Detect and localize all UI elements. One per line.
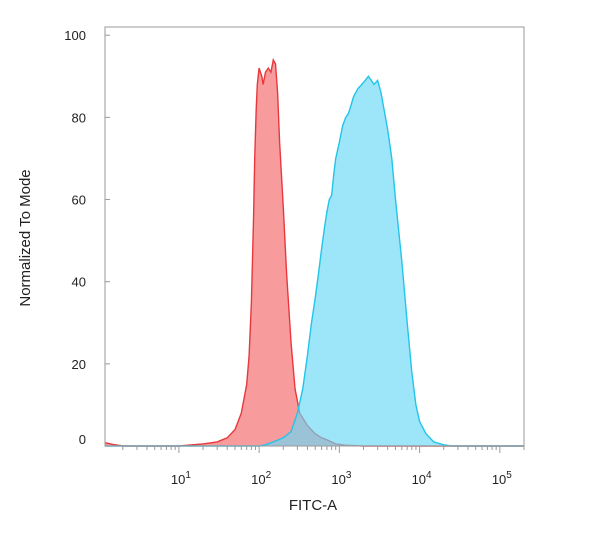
x-tick-label: 102 [251, 470, 271, 487]
x-tick-label: 105 [492, 470, 512, 487]
plot-frame [104, 26, 525, 447]
y-tick-label: 60 [72, 193, 86, 208]
y-tick-label: 100 [64, 28, 86, 43]
x-axis-label: FITC-A [289, 497, 337, 514]
x-tick-label: 103 [331, 470, 351, 487]
series-2-area [105, 76, 524, 447]
x-tick-label: 104 [412, 470, 432, 487]
y-axis-ticks: 0 20 40 60 80 100 [64, 28, 110, 447]
y-tick-label: 80 [72, 110, 86, 125]
series-2-line [105, 75, 524, 447]
y-tick-label: 40 [72, 275, 86, 290]
y-axis-label: Normalized To Mode [17, 169, 34, 306]
histogram-series [104, 57, 524, 447]
y-tick-label: 0 [79, 432, 86, 447]
x-axis-ticks: 101 102 103 104 105 [122, 446, 525, 487]
x-tick-label: 101 [171, 470, 191, 487]
y-tick-label: 20 [72, 357, 86, 372]
